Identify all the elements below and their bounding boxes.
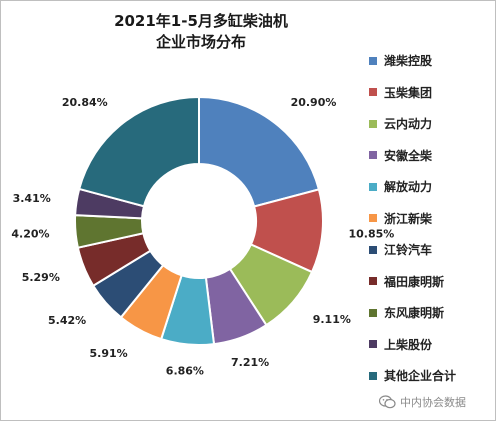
legend-label: 上柴股份 <box>384 337 433 352</box>
legend-swatch <box>369 371 377 380</box>
slice-data-label: 5.29% <box>22 271 60 284</box>
slice-data-label: 10.85% <box>348 227 394 240</box>
legend-item: 上柴股份 <box>369 329 456 361</box>
legend-label: 其他企业合计 <box>384 369 457 384</box>
legend-swatch <box>369 119 377 128</box>
slice-data-label: 5.91% <box>90 347 128 360</box>
legend-item: 潍柴控股 <box>369 45 456 77</box>
legend-item: 云内动力 <box>369 108 456 140</box>
legend-swatch <box>369 277 377 286</box>
legend-swatch <box>369 245 377 254</box>
slice-data-label: 5.42% <box>48 314 86 327</box>
donut-slice <box>77 95 200 208</box>
legend-swatch <box>369 182 377 191</box>
chart-title: 2021年1-5月多缸柴油机 企业市场分布 <box>1 11 401 53</box>
slice-data-label: 3.41% <box>13 192 51 205</box>
chart-title-line-1: 2021年1-5月多缸柴油机 <box>114 12 288 30</box>
legend-item: 安徽全柴 <box>369 140 456 172</box>
legend-item: 浙江新柴 <box>369 203 456 235</box>
watermark-text: 中内协会数据 <box>400 396 466 409</box>
watermark: 中内协会数据 <box>379 394 466 410</box>
slice-data-label: 20.90% <box>291 96 337 109</box>
legend-label: 福田康明斯 <box>384 274 445 289</box>
legend-item: 东风康明斯 <box>369 297 456 329</box>
legend-item: 江铃汽车 <box>369 234 456 266</box>
legend-swatch <box>369 151 377 160</box>
legend-label: 潍柴控股 <box>384 54 433 69</box>
legend-swatch <box>369 214 377 223</box>
legend-label: 东风康明斯 <box>384 306 445 321</box>
slice-data-label: 20.84% <box>62 96 108 109</box>
chart-legend: 潍柴控股玉柴集团云内动力安徽全柴解放动力浙江新柴江铃汽车福田康明斯东风康明斯上柴… <box>369 45 456 392</box>
legend-label: 玉柴集团 <box>384 85 433 100</box>
chart-title-line-2: 企业市场分布 <box>155 33 246 51</box>
legend-swatch <box>369 56 377 65</box>
legend-swatch <box>369 88 377 97</box>
legend-item: 其他企业合计 <box>369 360 456 392</box>
legend-swatch <box>369 308 377 317</box>
legend-item: 解放动力 <box>369 171 456 203</box>
legend-label: 安徽全柴 <box>384 148 433 163</box>
legend-item: 福田康明斯 <box>369 266 456 298</box>
slice-data-label: 6.86% <box>166 364 204 377</box>
wechat-icon <box>379 395 396 409</box>
legend-label: 解放动力 <box>384 180 433 195</box>
slice-data-label: 7.21% <box>231 356 269 369</box>
legend-label: 浙江新柴 <box>384 211 433 226</box>
legend-label: 云内动力 <box>384 117 433 132</box>
slice-data-label: 4.20% <box>11 228 49 241</box>
slice-data-label: 9.11% <box>313 313 351 326</box>
legend-swatch <box>369 340 377 349</box>
legend-label: 江铃汽车 <box>384 243 433 258</box>
legend-item: 玉柴集团 <box>369 77 456 109</box>
donut-slice <box>198 95 321 208</box>
